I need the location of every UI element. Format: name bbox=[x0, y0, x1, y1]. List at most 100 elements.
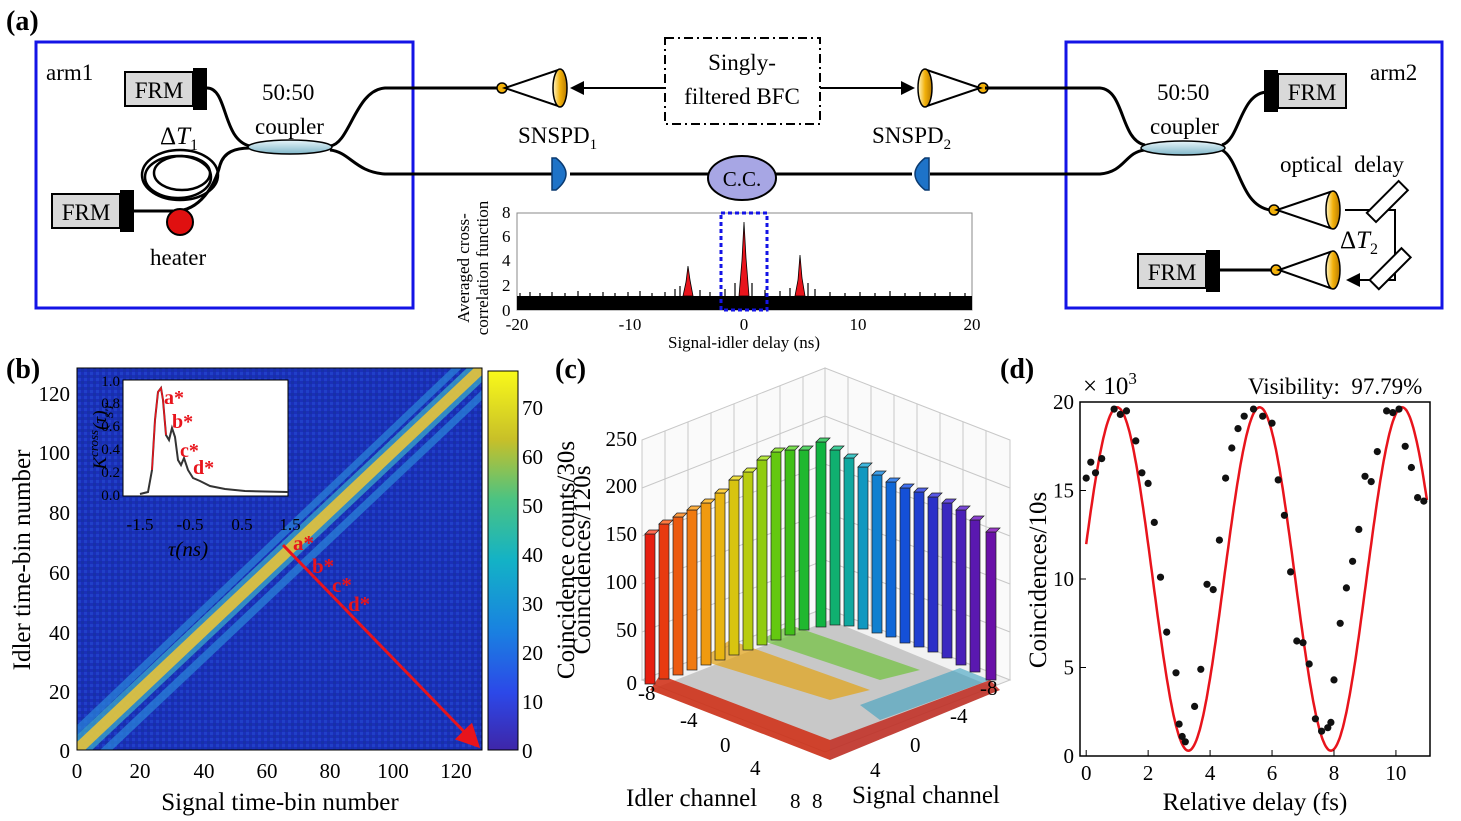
svg-text:40: 40 bbox=[194, 759, 215, 783]
svg-text:0: 0 bbox=[627, 671, 638, 695]
coupler-word: coupler bbox=[1150, 114, 1219, 139]
data-point bbox=[1172, 669, 1180, 677]
coupler-ratio: 50:50 bbox=[1157, 80, 1209, 105]
heater-label: heater bbox=[150, 245, 207, 270]
cc-label: C.C. bbox=[723, 167, 762, 191]
kcross-markers: a* b* c* d* bbox=[164, 387, 214, 479]
data-point bbox=[1389, 409, 1397, 417]
collimator-right bbox=[917, 68, 989, 108]
svg-text:20: 20 bbox=[964, 315, 981, 334]
colorbar-ticks: 0 10 20 30 40 50 60 70 bbox=[522, 396, 543, 763]
svg-text:40: 40 bbox=[49, 621, 70, 645]
panel-a-label: (a) bbox=[6, 6, 39, 37]
data-point bbox=[1305, 660, 1313, 668]
cc-noise bbox=[519, 283, 966, 296]
data-point bbox=[1215, 536, 1223, 544]
cc-baseline bbox=[517, 296, 972, 310]
cc-highlight-box bbox=[719, 211, 769, 312]
data-point bbox=[1087, 458, 1095, 466]
data-point bbox=[1222, 474, 1230, 482]
x-tick-label: 2 bbox=[1143, 761, 1154, 785]
data-point bbox=[1197, 665, 1205, 673]
heater-icon bbox=[166, 208, 194, 236]
heatmap-xlabel: Signal time-bin number bbox=[161, 789, 399, 816]
heatmap-xticks: 0 20 40 60 80 100 120 bbox=[72, 759, 472, 783]
x-tick-label: 0 bbox=[1081, 761, 1092, 785]
collimator-arm2-top bbox=[1268, 190, 1341, 230]
data-point bbox=[1324, 724, 1332, 732]
svg-text:70: 70 bbox=[522, 396, 543, 420]
svg-text:-4: -4 bbox=[680, 708, 698, 732]
data-point bbox=[1330, 676, 1338, 684]
heatmap-ylabel: Idler time-bin number bbox=[9, 449, 36, 670]
kcross-xlabel: τ(ns) bbox=[168, 537, 208, 561]
svg-text:60: 60 bbox=[257, 759, 278, 783]
heatmap-markers: a* b* c* d* bbox=[293, 531, 370, 616]
plot-d-xticks: 0 2 4 6 8 10 bbox=[1081, 750, 1406, 785]
fiber-arm1 bbox=[134, 86, 555, 213]
fiber-arm2 bbox=[930, 86, 1272, 272]
visibility-label: Visibility: 97.79% bbox=[1248, 374, 1422, 399]
data-point bbox=[1116, 410, 1124, 418]
data-point bbox=[1336, 619, 1344, 627]
panel-c-label: (c) bbox=[555, 354, 586, 385]
svg-text:a*: a* bbox=[164, 387, 184, 409]
snspd2-label: SNSPD2 bbox=[872, 123, 951, 153]
data-point bbox=[1203, 580, 1211, 588]
frm-label: FRM bbox=[1148, 260, 1197, 285]
inset-cross-correlation: 0 2 4 6 8 -20 -10 0 10 20 Averaged cross… bbox=[454, 200, 981, 352]
svg-text:0.0: 0.0 bbox=[101, 488, 120, 504]
panel-d: (d) × 103 Visibility: 97.79% 0 2 4 6 8 10 0 5 1… bbox=[1000, 354, 1431, 816]
data-point bbox=[1150, 518, 1158, 527]
source-box bbox=[664, 37, 821, 125]
svg-text:60: 60 bbox=[49, 561, 70, 585]
snspd2-detector bbox=[914, 157, 930, 191]
svg-text:-4: -4 bbox=[950, 704, 968, 728]
svg-text:100: 100 bbox=[606, 570, 638, 594]
svg-text:-0.5: -0.5 bbox=[177, 515, 204, 534]
cc-xticks: -20 -10 0 10 20 bbox=[506, 315, 981, 334]
frm-label: FRM bbox=[135, 78, 184, 103]
panel-b-label: (b) bbox=[6, 354, 40, 385]
kcross-ylabel-sub: S'I' bbox=[102, 402, 116, 418]
plot-d-yticks: 0 5 10 15 20 bbox=[1053, 390, 1086, 768]
data-point bbox=[1355, 525, 1363, 534]
kcross-xticks: -1.5 -0.5 0.5 1.5 bbox=[127, 515, 301, 534]
svg-text:8: 8 bbox=[502, 203, 511, 222]
bar3d-floor-bars bbox=[650, 620, 1000, 760]
svg-text:40: 40 bbox=[522, 543, 543, 567]
svg-text:8: 8 bbox=[812, 789, 823, 813]
bar3d-signal-label: Signal channel bbox=[852, 782, 1000, 809]
cc-yticks: 0 2 4 6 8 bbox=[502, 203, 511, 320]
data-point bbox=[1163, 628, 1171, 636]
plot-d-ylabel: Coincidences/10s bbox=[1025, 492, 1052, 668]
svg-text:0: 0 bbox=[740, 315, 749, 334]
x-tick-label: 4 bbox=[1205, 761, 1216, 785]
x-tick-label: 8 bbox=[1329, 761, 1340, 785]
svg-text:6: 6 bbox=[502, 227, 511, 246]
svg-text:0: 0 bbox=[502, 301, 511, 320]
data-point bbox=[1342, 584, 1350, 592]
svg-text:0.2: 0.2 bbox=[101, 465, 120, 481]
cc-peak-left bbox=[682, 265, 694, 297]
data-point bbox=[1318, 727, 1326, 735]
svg-text:50: 50 bbox=[522, 494, 543, 518]
heatmap-frame bbox=[76, 367, 483, 751]
anti-diagonal-arrow bbox=[281, 543, 481, 749]
data-points bbox=[1082, 405, 1428, 746]
inset-kcross: a* b* c* d* 0.0 0.2 0.4 0.6 0.8 1.0 -1.5… bbox=[86, 374, 301, 561]
data-point bbox=[1414, 494, 1422, 502]
data-point bbox=[1110, 405, 1118, 413]
data-point bbox=[1383, 407, 1391, 415]
plot-d-xlabel: Relative delay (fs) bbox=[1163, 789, 1348, 816]
svg-text:0.5: 0.5 bbox=[231, 515, 252, 534]
svg-text:0.6: 0.6 bbox=[101, 419, 120, 435]
y-tick-label: 15 bbox=[1053, 479, 1074, 503]
data-point bbox=[1373, 448, 1381, 456]
panel-a: (a) arm1 FRM FRM ΔT1 heater 50:50 c bbox=[6, 6, 1444, 352]
cc-ylabel-2: correlation function bbox=[473, 200, 492, 335]
svg-text:4: 4 bbox=[502, 251, 511, 270]
data-point bbox=[1228, 444, 1236, 452]
mirror-bottom bbox=[1368, 246, 1413, 291]
data-point bbox=[1268, 419, 1276, 427]
